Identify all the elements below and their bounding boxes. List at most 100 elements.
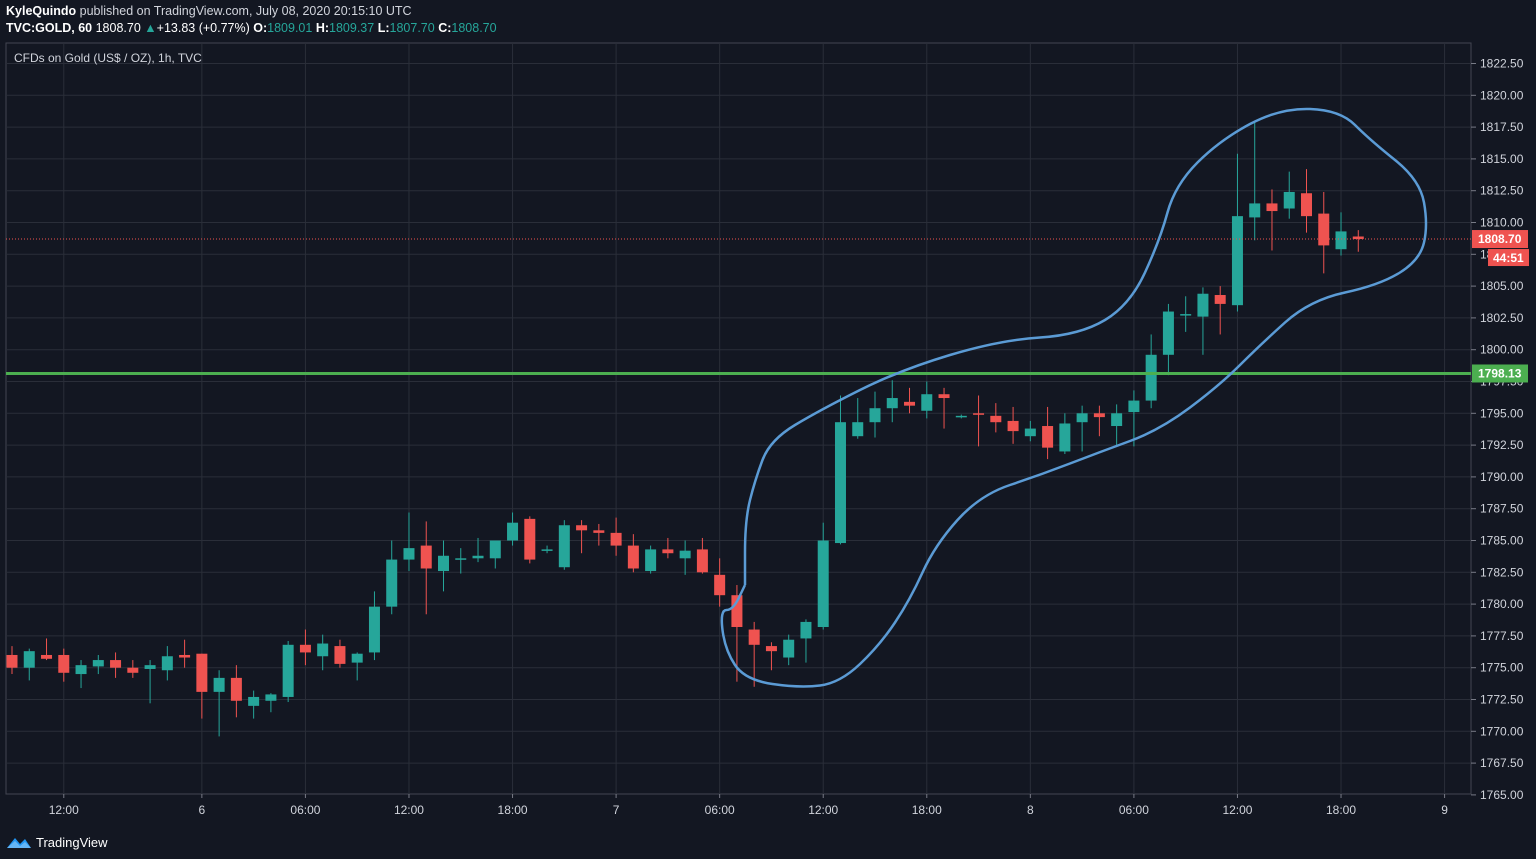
candle-body [576, 525, 588, 531]
support-level-tag: 1798.13 [1472, 364, 1528, 383]
candle-body [1042, 426, 1054, 448]
candle-body [541, 549, 553, 551]
candle [144, 660, 156, 704]
close-label: C: [438, 21, 452, 35]
y-tick-label: 1800.00 [1480, 343, 1524, 357]
y-tick-label: 1787.50 [1480, 502, 1524, 516]
countdown-tag-bg [1488, 249, 1529, 267]
candle-body [403, 548, 415, 560]
candle-body [817, 540, 829, 627]
y-tick-label: 1770.00 [1480, 724, 1524, 738]
x-tick-label: 12:00 [808, 803, 838, 817]
candle [1249, 120, 1261, 241]
candle [904, 387, 916, 414]
candle-body [610, 532, 622, 546]
x-tick-label: 6 [199, 803, 206, 817]
candle [1145, 334, 1157, 409]
candle [990, 403, 1002, 433]
candle [420, 521, 432, 615]
candle-body [265, 694, 277, 701]
candle-body [731, 595, 743, 627]
candle-body [679, 550, 691, 559]
x-tick-label: 12:00 [49, 803, 79, 817]
candle-body [783, 639, 795, 658]
candle [1024, 420, 1036, 442]
candle [938, 387, 950, 429]
candle-body [23, 651, 35, 668]
candle-body [386, 559, 398, 607]
candle-body [179, 654, 191, 658]
candle-body [213, 677, 225, 692]
close-value: 1808.70 [451, 21, 497, 35]
candle-body [110, 660, 122, 668]
x-tick-label: 18:00 [912, 803, 942, 817]
candle-body [886, 398, 898, 409]
candle [1266, 189, 1278, 251]
candle-body [351, 653, 363, 663]
candle [576, 520, 588, 554]
y-tick-label: 1780.00 [1480, 597, 1524, 611]
candle-body [1180, 314, 1192, 316]
candle-body [196, 653, 208, 692]
candle [438, 540, 449, 592]
y-tick-label: 1795.00 [1480, 406, 1524, 420]
y-axis: 1822.50 1820.00 1817.50 1815.00 1812.50 1810.… [1471, 57, 1524, 802]
candle [1162, 303, 1174, 376]
candle-body [472, 555, 484, 559]
candle-body [161, 656, 173, 671]
support-level-tag-text: 1798.13 [1478, 366, 1522, 380]
candle [1007, 406, 1019, 444]
low-label: L: [377, 21, 390, 35]
y-tick-label: 1765.00 [1480, 788, 1524, 802]
x-tick-label: 06:00 [1119, 803, 1149, 817]
candle-body [1128, 400, 1140, 413]
candle [765, 642, 777, 671]
candle [783, 634, 795, 666]
candle-body [334, 646, 346, 664]
plot-frame [5, 42, 1472, 795]
candle-body [938, 394, 950, 399]
y-tick-label: 1812.50 [1480, 184, 1524, 198]
candle [1335, 212, 1347, 256]
candle-body [524, 518, 536, 560]
candle-body [1266, 203, 1278, 212]
open-value: 1809.01 [267, 21, 313, 35]
candle [386, 540, 398, 615]
candle [1197, 287, 1209, 355]
y-tick-label: 1782.50 [1480, 565, 1524, 579]
high-value: 1809.37 [329, 21, 375, 35]
candle-body [420, 545, 432, 569]
candle [92, 654, 104, 675]
candle [23, 648, 35, 681]
high-label: H: [315, 21, 330, 35]
symbol-label[interactable]: TVC:GOLD, 60 [6, 21, 93, 35]
candle-body [1283, 191, 1295, 209]
candle-body [904, 401, 916, 406]
y-tick-label: 1777.50 [1480, 629, 1524, 643]
candle-body [127, 667, 139, 673]
candle [1301, 169, 1312, 233]
y-tick-label: 1802.50 [1480, 311, 1524, 325]
candle [558, 520, 570, 570]
chart-title: CFDs on Gold (US$ / OZ), 1h, TVC [14, 51, 202, 65]
x-tick-label: 06:00 [290, 803, 320, 817]
last-price-tag: 1808.70 [1472, 230, 1528, 249]
change-arrow-icon: ▲ [144, 21, 157, 35]
x-tick-label: 18:00 [498, 803, 528, 817]
candle-body [230, 677, 242, 701]
candle-body [248, 696, 260, 706]
author-name[interactable]: KyleQuindo [6, 4, 77, 18]
x-tick-label: 12:00 [394, 803, 424, 817]
candle-body [1352, 236, 1364, 240]
open-label: O: [253, 21, 268, 35]
y-tick-label: 1817.50 [1480, 120, 1524, 134]
candle-body [558, 525, 570, 568]
candle [834, 395, 846, 545]
candle-body [869, 408, 881, 423]
published-text: published on TradingView.com, July 08, 2… [79, 4, 412, 18]
candle [817, 522, 829, 630]
tradingview-footer[interactable]: TradingView [6, 832, 108, 852]
candle [627, 534, 639, 573]
candle-body [1007, 420, 1019, 432]
